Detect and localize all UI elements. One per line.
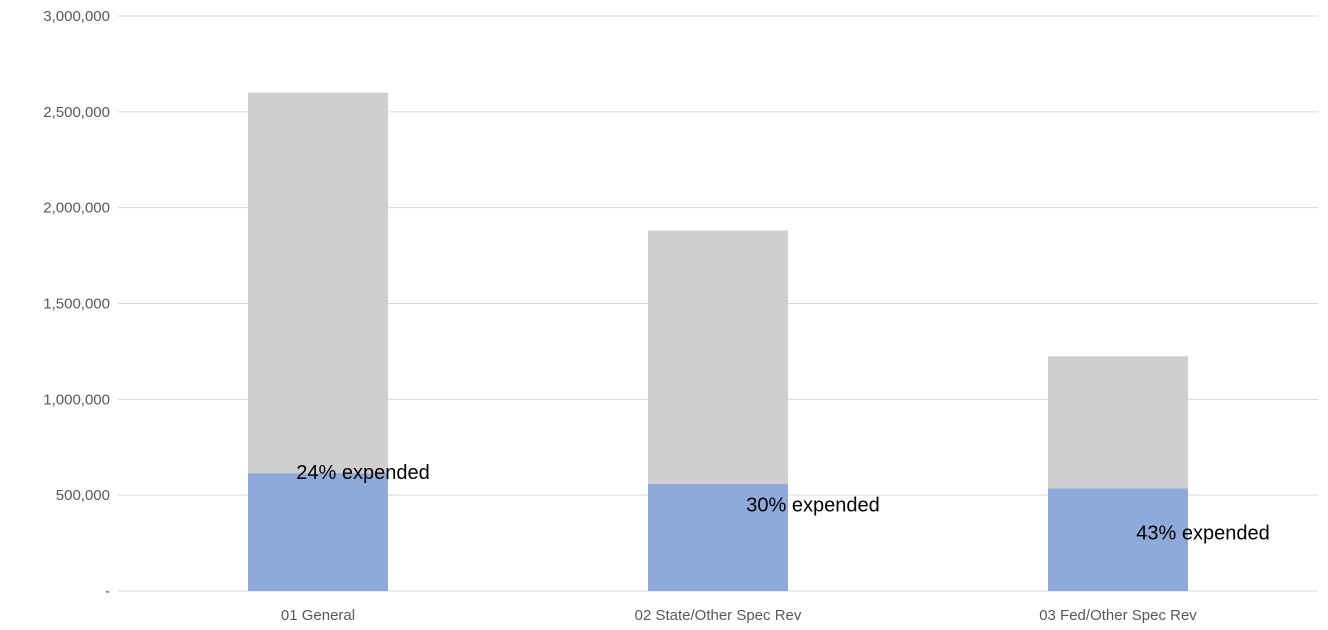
x-category-label: 02 State/Other Spec Rev [635,607,802,624]
data-label: 24% expended [296,462,429,484]
x-category-label: 01 General [281,607,355,624]
x-category-label: 03 Fed/Other Spec Rev [1039,607,1197,624]
data-labels: 24% expended 30% expended 43% expended [296,462,1269,544]
bar-segment-expended [248,473,388,591]
y-tick-label: 1,000,000 [43,391,110,408]
y-tick-label: 2,000,000 [43,200,110,217]
bar-segment-remaining [648,230,788,484]
bar-segment-expended [1048,488,1188,591]
y-tick-label: 500,000 [56,487,110,504]
y-tick-label: 3,000,000 [43,8,110,25]
y-tick-label: 1,500,000 [43,296,110,313]
data-label: 30% expended [746,495,879,517]
y-tick-label: 2,500,000 [43,104,110,121]
y-axis-tick-labels: - 500,000 1,000,000 1,500,000 2,000,000 2,500… [43,8,110,600]
bar-segment-remaining [1048,356,1188,489]
bars [248,92,1188,591]
data-label: 43% expended [1136,522,1269,544]
x-axis-category-labels: 01 General 02 State/Other Spec Rev 03 Fed/… [281,607,1197,624]
bar-segment-remaining [248,92,388,474]
y-tick-label: - [105,583,110,600]
bar-segment-expended [648,483,788,591]
